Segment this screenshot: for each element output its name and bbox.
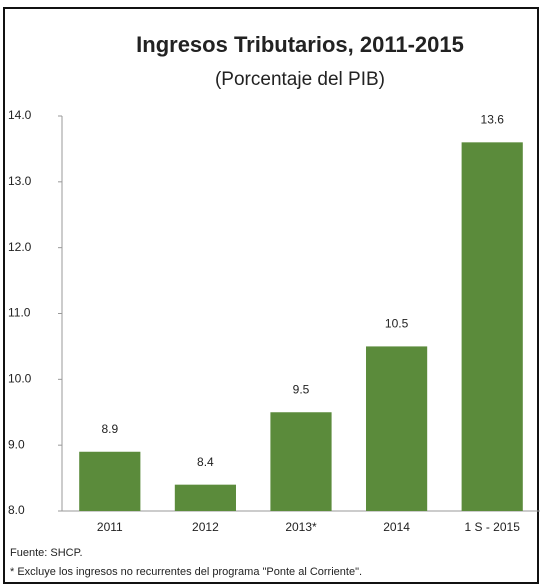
x-tick-label: 2011: [97, 520, 123, 534]
y-tick-label: 12.0: [8, 240, 32, 254]
y-tick-label: 11.0: [8, 306, 31, 320]
footnote: * Excluye los ingresos no recurrentes de…: [10, 566, 362, 578]
value-label: 8.9: [101, 422, 118, 436]
value-label: 10.5: [385, 317, 409, 331]
y-tick-label: 9.0: [8, 437, 25, 451]
x-tick-label: 1 S - 2015: [465, 520, 521, 534]
bar: [366, 346, 428, 511]
x-tick-label: 2012: [192, 520, 219, 534]
y-tick-label: 10.0: [8, 372, 32, 386]
bar: [79, 451, 141, 511]
value-label: 13.6: [481, 113, 505, 127]
source-note: Fuente: SHCP.: [10, 547, 83, 559]
y-tick-label: 8.0: [8, 503, 25, 517]
value-label: 9.5: [293, 382, 310, 396]
frame: [3, 7, 539, 584]
y-tick-label: 14.0: [8, 108, 32, 122]
value-label: 8.4: [197, 455, 214, 469]
x-tick-label: 2013*: [285, 520, 317, 534]
y-tick-label: 13.0: [8, 174, 32, 188]
bar: [174, 484, 236, 511]
x-tick-label: 2014: [383, 520, 410, 534]
chart-subtitle: (Porcentaje del PIB): [215, 69, 385, 90]
bar: [461, 142, 523, 512]
bar: [270, 412, 332, 511]
chart-title: Ingresos Tributarios, 2011-2015: [136, 32, 464, 57]
